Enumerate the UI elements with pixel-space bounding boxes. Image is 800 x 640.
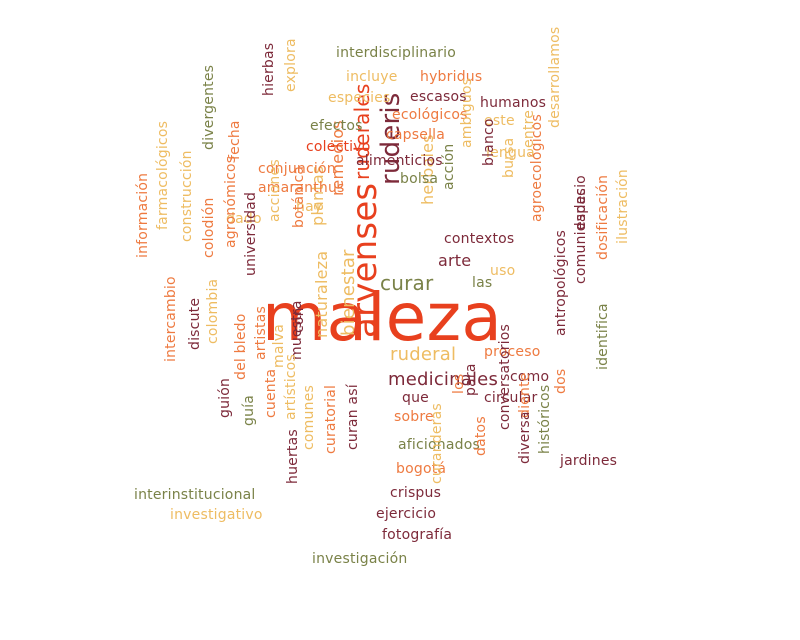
word-curan-asi: curan así: [345, 384, 361, 450]
word-hay: hay: [296, 199, 323, 215]
word-lengua: lengua: [486, 145, 535, 161]
word-investigativo: investigativo: [170, 507, 263, 523]
word-dos: dos: [553, 368, 569, 394]
word-interinstitucional: interinstitucional: [134, 487, 256, 503]
word-ecologicos: ecológicos: [392, 107, 468, 123]
word-curar: curar: [380, 271, 434, 295]
word-divergentes: divergentes: [201, 64, 217, 150]
word-para: para: [463, 363, 479, 396]
word-huertas: huertas: [285, 429, 301, 484]
word-construccion: construcción: [179, 150, 195, 242]
word-bienestar: bienestar: [338, 249, 359, 336]
word-proceso: proceso: [484, 344, 541, 360]
word-ambiguos: ambiguos: [459, 77, 475, 148]
word-arte: arte: [438, 251, 472, 270]
word-contextos: contextos: [444, 231, 515, 247]
word-bogota: bogotá: [396, 461, 447, 477]
word-curatorial: curatorial: [323, 384, 339, 454]
word-este: este: [484, 113, 515, 129]
word-comunes: comunes: [301, 385, 317, 450]
word-interdisciplinario: interdisciplinario: [336, 45, 456, 61]
word-accion: acción: [441, 143, 457, 190]
word-medicinales: medicinales: [388, 369, 499, 390]
word-blanco: blanco: [481, 118, 497, 166]
word-capsella: capsella: [386, 127, 446, 143]
word-informacion: información: [135, 172, 151, 258]
word-artistas: artistas: [253, 306, 269, 360]
word-antropologicos: antropológicos: [553, 230, 569, 336]
word-bursa: bursa: [501, 137, 517, 178]
word-especies: especies: [328, 90, 391, 106]
word-datos: datos: [473, 416, 489, 456]
word-ruderal: ruderal: [390, 344, 457, 365]
word-curanderas: curanderas: [429, 403, 445, 484]
word-fecha: fecha: [227, 120, 243, 160]
word-artisticos: artísticos: [283, 354, 299, 420]
word-fotografia: fotografía: [382, 527, 453, 543]
word-crispus: crispus: [390, 485, 442, 501]
word-escasos: escasos: [410, 89, 467, 105]
word-maleza: maleza: [262, 279, 502, 356]
word-herbales: herbales: [418, 134, 437, 205]
word-bolsa: bolsa: [400, 171, 439, 187]
word-historicos: históricos: [537, 384, 553, 454]
word-guia: guía: [241, 394, 257, 426]
word-botanica: botánica: [291, 165, 307, 228]
word-colectivo: colectivo: [306, 139, 371, 155]
word-efectos: efectos: [310, 118, 363, 134]
word-incluye: incluye: [346, 69, 398, 85]
word-explora: explora: [283, 38, 299, 92]
word-aficionados: aficionados: [398, 437, 480, 453]
word-farmacologicos: farmacológicos: [155, 120, 171, 230]
word-identifica: identifica: [595, 303, 611, 370]
word-como: como: [510, 369, 550, 385]
word-jardines: jardines: [560, 453, 618, 469]
word-investigacion: investigación: [312, 551, 408, 567]
word-dosificacion: dosificación: [595, 174, 611, 260]
word-alimenticios: alimenticios: [356, 153, 443, 169]
word-humanos: humanos: [480, 95, 547, 111]
word-circular: circular: [484, 390, 538, 406]
word-hybridus: hybridus: [420, 69, 483, 85]
word-discute: discute: [187, 297, 203, 350]
word-naturaleza: naturaleza: [312, 250, 331, 338]
word-cuenta: cuenta: [263, 368, 279, 418]
word-intercambio: intercambio: [163, 276, 179, 362]
word-desarrollamos: desarrollamos: [547, 26, 563, 128]
word-hierbas: hierbas: [261, 42, 277, 96]
word-que: que: [402, 390, 429, 406]
word-ejercicio: ejercicio: [376, 506, 437, 522]
word-agroecologicos: agroecológicos: [529, 114, 545, 222]
word-conjuncion: conjunción: [258, 161, 336, 177]
word-del-bledo: del bledo: [233, 313, 249, 380]
word-ilustracion: ilustración: [615, 169, 631, 244]
word-dado: dado: [226, 211, 262, 227]
word-acciones: acciones: [267, 159, 283, 222]
word-muestra: muestra: [289, 300, 305, 360]
word-diversa: diversa: [517, 411, 533, 464]
word-agronomicos: agronómicos: [223, 155, 239, 248]
word-guion: guión: [217, 377, 233, 418]
word-conversatorios: conversatorios: [497, 323, 513, 430]
word-colodion: colodión: [201, 197, 217, 258]
word-universidad: universidad: [243, 191, 259, 276]
word-colombia: colombia: [205, 278, 221, 344]
word-comunidades: comunidades: [573, 188, 589, 284]
word-las: las: [472, 275, 493, 291]
word-amaranthus: amaranthus: [258, 180, 345, 196]
word-sobre: sobre: [394, 409, 434, 425]
word-uso: uso: [490, 263, 516, 279]
